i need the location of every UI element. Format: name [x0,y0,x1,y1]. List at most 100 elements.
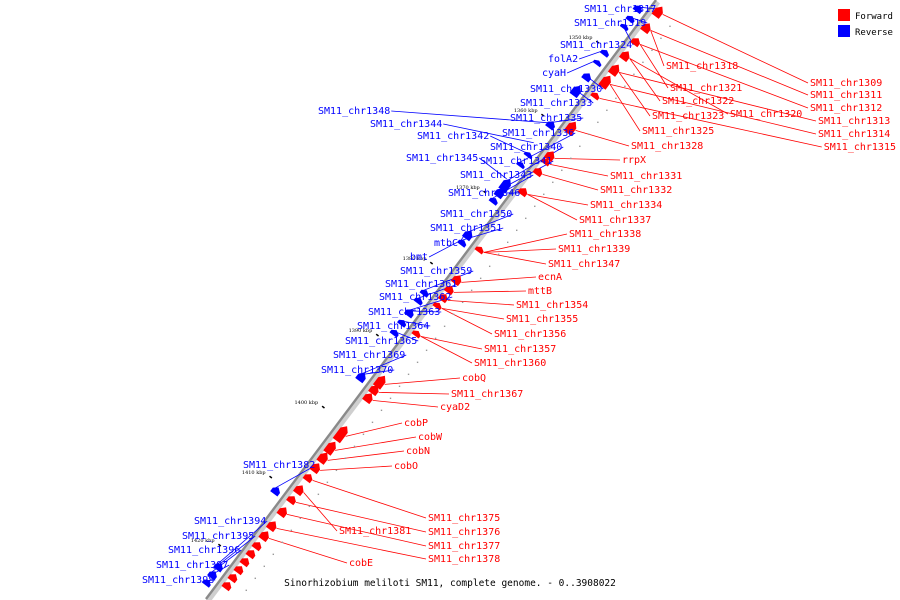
legend: Forward Reverse [838,9,893,38]
axis-dot [308,505,311,508]
reverse-gene-arrow [569,85,581,99]
reverse-gene-label: SM11_chr1350 [440,209,512,220]
reverse-gene-label: SM11_chr1335 [510,113,582,124]
reverse-gene-arrow [619,23,629,32]
scale-tick-label: 1350 kbp [569,35,593,41]
axis-dot [642,61,644,64]
reverse-gene-label: SM11_chr1345 [406,153,478,164]
forward-gene-label: SM11_chr1311 [810,90,882,101]
forward-gene-label: SM11_chr1347 [548,259,620,270]
legend-reverse-label: Reverse [855,28,893,38]
forward-gene-label: SM11_chr1354 [516,300,588,311]
forward-gene-label: SM11_chr1309 [810,78,882,89]
forward-leader-line [384,377,461,385]
axis-dot [299,517,302,520]
forward-leader-line [599,98,822,148]
reverse-gene-arrow [625,15,635,24]
scale-tick [269,475,273,479]
forward-gene-arrow [276,507,287,519]
scale-ticks: 1350 kbp 1360 kbp 1370 kbp 1380 kbp 1390 kbp… [191,25,671,592]
forward-gene-label: SM11_chr1367 [451,389,523,400]
scale-tick [541,113,545,117]
forward-leader-line [542,174,599,191]
axis-dot [552,181,554,184]
scale-tick-label: 1400 kbp [294,400,318,406]
forward-gene-label: SM11_chr1337 [579,215,651,226]
forward-gene-arrow [543,151,555,163]
axis-dot [534,205,536,208]
axis-dot [507,241,509,244]
axis-dot [272,553,275,556]
reverse-gene-label: SM11_chr1341 [480,156,552,167]
reverse-gene-label: SM11_chr1362 [379,292,451,303]
forward-gene-label: SM11_chr1378 [428,554,500,565]
reverse-gene-label: SM11_chr1336 [502,128,574,139]
label-leader-lines [204,6,822,582]
reverse-gene-label: SM11_chr1319 [574,18,646,29]
forward-gene-arrow [245,550,256,560]
forward-gene-arrow [474,246,484,255]
forward-gene-label: SM11_chr1328 [631,141,703,152]
reverse-gene-label: cyaH [542,68,566,79]
reverse-gene-arrow [355,372,366,384]
forward-gene-arrow [607,64,620,77]
forward-gene-label: SM11_chr1312 [810,103,882,114]
axis-dot [326,481,329,484]
axis-dot [597,121,599,124]
axis-dot [615,97,617,100]
forward-gene-arrow [233,566,244,576]
reverse-gene-label: SM11_chr1361 [385,279,457,290]
axis-dot [660,37,662,40]
axis-dot [633,73,635,76]
reverse-leader-line [422,270,474,292]
reverse-gene-arrow [397,319,407,328]
scale-tick [483,190,487,194]
reverse-leader-line [479,157,507,180]
axis-dot [281,541,284,544]
reverse-gene-label: SM11_chr1365 [345,336,417,347]
reverse-gene-arrow [516,161,525,170]
reverse-gene-arrow [403,309,414,319]
legend-forward-swatch [838,9,850,21]
forward-gene-label: SM11_chr1318 [666,61,738,72]
forward-leader-line [268,538,348,564]
forward-gene-arrow [239,558,250,568]
forward-leader-line [527,194,589,206]
forward-leader-line [441,308,493,335]
forward-gene-arrow [590,92,600,101]
forward-leader-line [609,84,641,132]
reverse-gene-arrow [213,563,223,573]
forward-gene-arrow [265,521,277,533]
scale-tick-label: 1360 kbp [514,108,538,114]
scale-tick [217,543,222,547]
reverse-gene-label: folA2 [548,54,578,65]
genome-caption: Sinorhizobium meliloti SM11, complete ge… [284,578,616,589]
reverse-gene-label: SM11_chr1395 [182,531,254,542]
forward-gene-arrow [563,121,577,136]
forward-gene-label: SM11_chr1321 [670,83,742,94]
forward-gene-label: SM11_chr1334 [590,200,662,211]
axis-dot [606,109,608,112]
scale-tick-label: 1380 kbp [403,256,427,262]
reverse-gene-label: SM11_chr1364 [357,321,429,332]
forward-gene-label: cobN [406,446,430,457]
forward-gene-label: SM11_chr1356 [494,329,566,340]
reverse-gene-label: SM11_chr1344 [370,119,442,130]
legend-reverse-swatch [838,25,850,37]
axis-dot [470,289,473,292]
forward-gene-arrow [258,531,269,543]
forward-gene-label: SM11_chr1360 [474,358,546,369]
axis-dot [570,157,572,160]
reverse-leader-line [443,123,534,144]
reverse-gene-label: mtbC [434,238,458,249]
scale-tick-label: 1390 kbp [349,328,373,334]
forward-leader-line [618,72,651,117]
forward-leader-line [420,336,473,364]
axis-dot [497,253,500,256]
forward-gene-label: cobO [394,461,418,472]
forward-gene-arrow [630,38,640,48]
forward-leader-line [650,30,665,67]
scale-tick-label: 1370 kbp [456,185,480,191]
reverse-gene-label: SM11_chr1398 [142,575,214,586]
reverse-gene-arrow [545,121,555,131]
